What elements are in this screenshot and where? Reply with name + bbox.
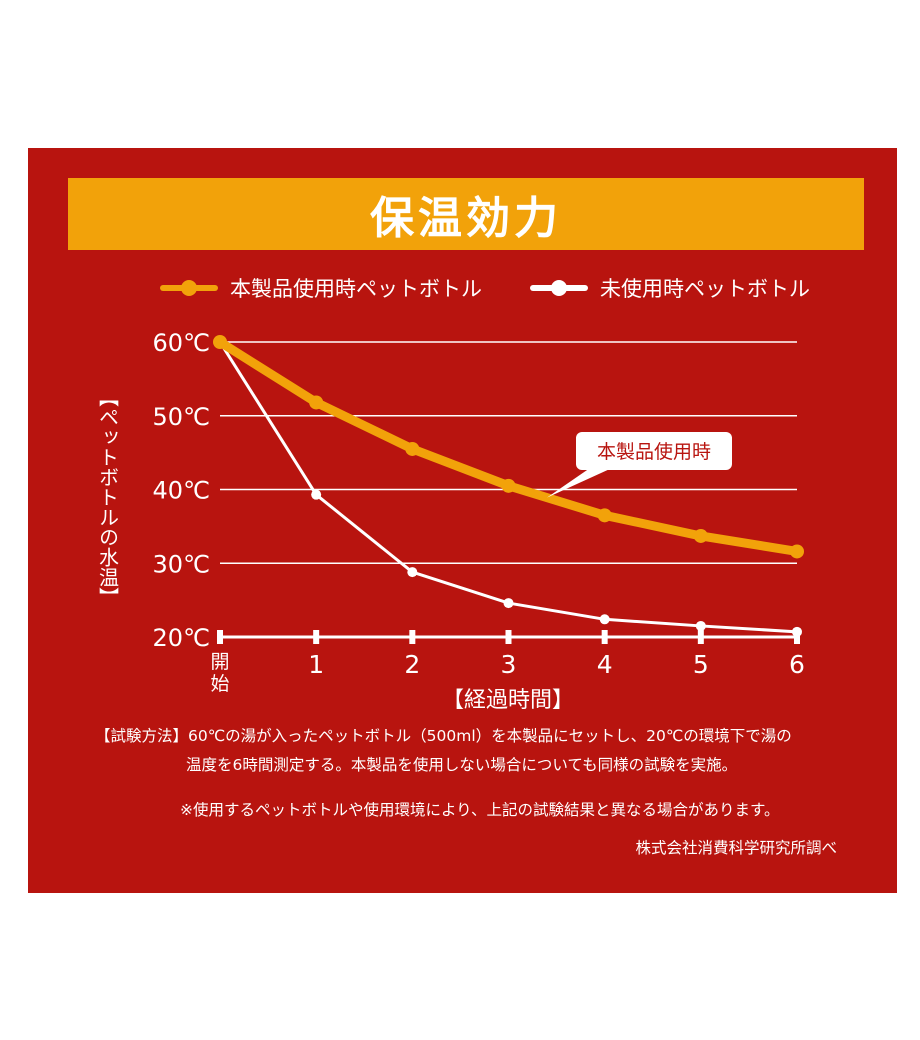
legend-label-without-product: 未使用時ペットボトル [600,277,810,301]
x-axis-label: 【経過時間】 [442,688,574,713]
x-tick-mark [601,630,608,644]
chart-panel: 保温効力 本製品使用時ペットボトル 未使用時ペットボトル 【ペットボトルの水温】… [28,148,897,893]
callout-label: 本製品使用時 [597,441,711,463]
legend-label-with-product: 本製品使用時ペットボトル [230,277,482,301]
y-tick-label: 20℃ [153,624,211,652]
x-tick-mark [505,630,512,644]
callout-pointer [546,468,612,498]
x-tick-mark [217,630,223,644]
x-tick-label: 1 [308,650,324,679]
data-point-without-product [695,620,706,631]
disclaimer-note: ※使用するペットボトルや使用環境により、上記の試験結果と異なる場合があります。 [180,801,780,819]
data-point-without-product [311,489,322,500]
x-tick-label: 5 [693,650,709,679]
data-point-with-product [405,441,420,456]
y-tick-label: 30℃ [153,550,211,578]
data-point-without-product [503,598,514,609]
x-tick-mark [794,630,800,644]
y-tick-label: 60℃ [153,329,211,357]
x-tick-label: 始 [210,673,229,695]
data-point-without-product [792,626,802,637]
legend-item-with-product: 本製品使用時ペットボトル [160,272,482,304]
x-tick-label: 4 [597,650,613,679]
x-tick-label: 2 [404,650,420,679]
y-tick-label: 50℃ [153,403,211,431]
x-tick-mark [697,630,704,644]
chart-title: 保温効力 [370,193,562,244]
y-tick-label: 40℃ [153,477,211,505]
x-tick-mark [313,630,320,644]
legend-swatch-with-product [160,280,218,296]
x-tick-label: 3 [501,650,517,679]
x-tick-label: 6 [789,650,805,679]
data-point-without-product [599,614,610,625]
data-point-with-product [693,528,708,543]
title-bar: 保温効力 [68,178,864,250]
x-tick-label: 開 [210,651,229,673]
data-point-with-product [309,395,324,410]
source-credit: 株式会社消費科学研究所調べ [635,839,837,857]
legend-swatch-without-product [530,280,588,296]
data-point-with-product [213,335,227,349]
legend-item-without-product: 未使用時ペットボトル [530,272,810,304]
data-point-with-product [501,478,516,493]
method-note-line2: 温度を6時間測定する。本製品を使用しない場合についても同様の試験を実施。 [186,756,738,774]
x-tick-mark [409,630,416,644]
data-point-with-product [597,508,612,523]
data-point-without-product [407,567,418,578]
y-axis-label: 【ペットボトルの水温】 [95,387,120,607]
method-note-line1: 【試験方法】60℃の湯が入ったペットボトル（500ml）を本製品にセットし、20… [95,727,792,745]
data-point-with-product [790,544,804,559]
callout-box [576,432,732,470]
